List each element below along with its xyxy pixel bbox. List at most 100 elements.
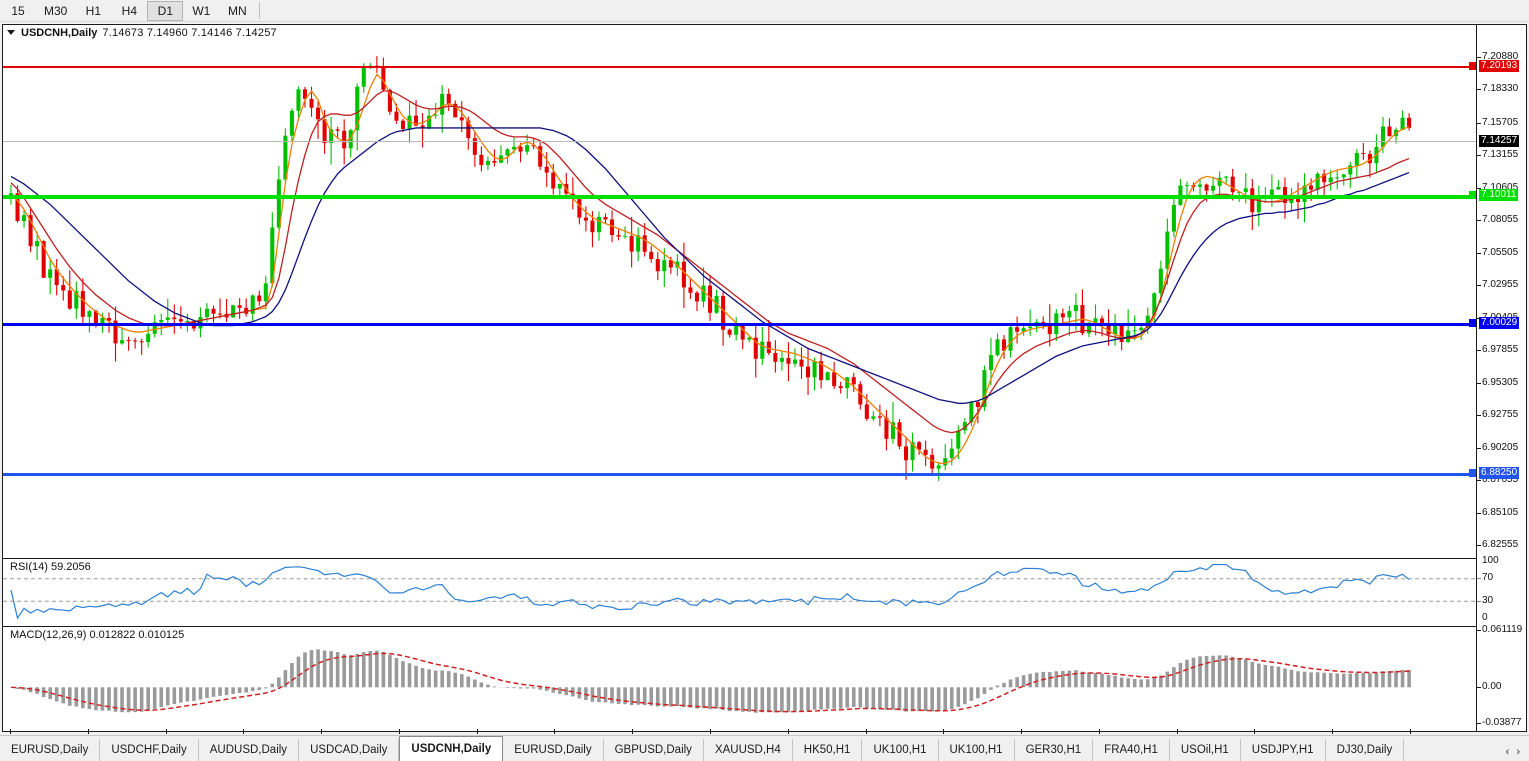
price-axis-label: 7.13155 <box>1482 149 1519 161</box>
price-axis-tick <box>1477 447 1481 449</box>
chart-tab-usdcad-daily[interactable]: USDCAD,Daily <box>299 739 400 761</box>
macd-pane[interactable]: MACD(12,26,9) 0.012822 0.010125 <box>3 626 1476 729</box>
chart-tab-usdchf-daily[interactable]: USDCHF,Daily <box>100 739 199 761</box>
price-pane[interactable] <box>3 40 1476 555</box>
price-axis-label: 6.97855 <box>1482 344 1519 356</box>
price-axis-label: 6.85105 <box>1482 506 1519 518</box>
support-line-blue-lower[interactable] <box>3 472 1476 476</box>
price-badge-support-line-blue-upper[interactable]: 7.00029 <box>1479 316 1520 329</box>
rsi-plot <box>3 563 1476 620</box>
chart-tab-eurusd-daily[interactable]: EURUSD,Daily <box>0 739 101 761</box>
date-axis-tick <box>321 729 323 734</box>
price-axis-tick <box>1477 187 1481 189</box>
price-axis-tick <box>1477 252 1481 254</box>
support-line-blue-upper[interactable] <box>3 322 1476 326</box>
chart-symbol-label: USDCNH,Daily <box>21 26 98 39</box>
macd-label: MACD(12,26,9) 0.012822 0.010125 <box>8 629 187 641</box>
price-axis-tick <box>1477 220 1481 222</box>
date-axis-tick <box>865 729 867 734</box>
chart-ohlc-values: 7.14673 7.14960 7.14146 7.14257 <box>102 26 277 39</box>
timeframe-toolbar: 15 M30 H1 H4 D1 W1 MN <box>0 0 1529 22</box>
chart-area[interactable]: USDCNH,Daily 7.14673 7.14960 7.14146 7.1… <box>2 24 1527 732</box>
date-axis-tick <box>1254 729 1256 734</box>
macd-axis-tick <box>1477 686 1481 688</box>
tab-next-arrow[interactable]: › <box>1516 746 1520 758</box>
rsi-axis-tick <box>1477 600 1481 602</box>
price-axis-label: 7.18330 <box>1482 83 1519 95</box>
timeframe-button-mn[interactable]: MN <box>228 3 247 18</box>
date-axis-tick <box>1021 729 1023 734</box>
date-axis-tick <box>632 729 634 734</box>
date-axis-tick <box>243 729 245 734</box>
chart-tab-eurusd-daily[interactable]: EURUSD,Daily <box>503 739 604 761</box>
chart-tab-ger30-h1[interactable]: GER30,H1 <box>1015 739 1094 761</box>
chart-tab-uk100-h1[interactable]: UK100,H1 <box>862 739 939 761</box>
toolbar-separator <box>259 2 261 19</box>
price-axis-tick <box>1477 56 1481 58</box>
chart-tab-dj30-daily[interactable]: DJ30,Daily <box>1326 739 1405 761</box>
chart-tab-uk100-h1[interactable]: UK100,H1 <box>939 739 1015 761</box>
chart-tab-hk50-h1[interactable]: HK50,H1 <box>793 739 863 761</box>
date-axis-tick <box>10 729 11 734</box>
resistance-line[interactable] <box>3 65 1476 68</box>
price-badge-support-line-blue-lower[interactable]: 6.88250 <box>1479 466 1520 479</box>
price-badge-current-price-line[interactable]: 7.14257 <box>1479 135 1520 148</box>
price-axis-label: 7.20880 <box>1482 50 1519 62</box>
rsi-axis-label: 70 <box>1482 572 1494 584</box>
macd-axis-label: -0.03877 <box>1482 717 1522 728</box>
price-axis-tick <box>1477 122 1481 124</box>
price-axis-tick <box>1477 480 1481 482</box>
support-line-green[interactable] <box>3 195 1476 200</box>
price-axis-tick <box>1477 285 1481 287</box>
chart-tab-xauusd-h4[interactable]: XAUUSD,H4 <box>704 739 793 761</box>
price-axis-label: 6.87655 <box>1482 474 1519 486</box>
macd-axis-label: 0.00 <box>1482 680 1502 692</box>
date-axis-tick <box>476 729 478 734</box>
timeframe-button-m30[interactable]: M30 <box>44 3 68 18</box>
chart-tab-audusd-daily[interactable]: AUDUSD,Daily <box>199 739 300 761</box>
price-axis-tick <box>1477 89 1481 91</box>
timeframe-button-h1[interactable]: H1 <box>85 3 102 18</box>
chart-header: USDCNH,Daily 7.14673 7.14960 7.14146 7.1… <box>3 25 1476 40</box>
date-axis-tick <box>1098 729 1100 734</box>
price-axis-label: 7.08055 <box>1482 214 1519 226</box>
date-axis-tick <box>1176 729 1178 734</box>
price-axis-label: 7.10605 <box>1482 181 1519 193</box>
date-axis-tick <box>1332 729 1334 734</box>
price-axis-tick <box>1477 415 1481 417</box>
price-axis-tick <box>1477 512 1481 514</box>
chart-tab-usoil-h1[interactable]: USOil,H1 <box>1170 739 1241 761</box>
chevron-down-icon[interactable] <box>7 30 15 35</box>
price-axis-tick <box>1477 382 1481 384</box>
price-axis-tick <box>1477 545 1481 547</box>
price-axis-label: 6.95305 <box>1482 376 1519 388</box>
rsi-axis-label: 30 <box>1482 594 1494 606</box>
date-axis-tick <box>1410 729 1411 734</box>
timeframe-button-d1[interactable]: D1 <box>147 0 184 21</box>
chart-tab-fra40-h1[interactable]: FRA40,H1 <box>1093 739 1170 761</box>
tab-prev-arrow[interactable]: ‹ <box>1505 746 1510 758</box>
rsi-label: RSI(14) 59.2056 <box>8 561 93 573</box>
rsi-axis-tick <box>1477 578 1481 580</box>
tab-navigation: ‹ › <box>1506 746 1529 761</box>
price-axis-tick <box>1477 350 1481 352</box>
price-badge-resistance-line[interactable]: 7.20193 <box>1479 59 1520 72</box>
price-axis-tick <box>1477 155 1481 157</box>
chart-tab-gbpusd-daily[interactable]: GBPUSD,Daily <box>604 739 704 761</box>
rsi-pane[interactable]: RSI(14) 59.2056 <box>3 558 1476 623</box>
date-axis-tick <box>165 729 167 734</box>
current-price-line[interactable] <box>3 141 1476 143</box>
timeframe-button-h4[interactable]: H4 <box>121 3 138 18</box>
price-axis[interactable]: 7.20880 7.18330 7.15705 7.13155 7.10605 7.080… <box>1476 25 1526 731</box>
price-axis-label: 6.90205 <box>1482 441 1519 453</box>
chart-tabs-bar: EURUSD,Daily USDCHF,Daily AUDUSD,Daily USDC… <box>0 735 1529 761</box>
price-badge-support-line-green[interactable]: 7.10011 <box>1479 189 1519 202</box>
macd-axis-tick <box>1477 723 1481 724</box>
price-axis-label: 7.15705 <box>1482 116 1519 128</box>
timeframe-button-w1[interactable]: W1 <box>192 3 211 18</box>
chart-tab-usdjpy-h1[interactable]: USDJPY,H1 <box>1241 739 1326 761</box>
chart-tab-usdcnh-daily[interactable]: USDCNH,Daily <box>399 736 504 761</box>
rsi-axis-label: 0 <box>1482 612 1488 623</box>
timeframe-button-15[interactable]: 15 <box>11 3 25 18</box>
